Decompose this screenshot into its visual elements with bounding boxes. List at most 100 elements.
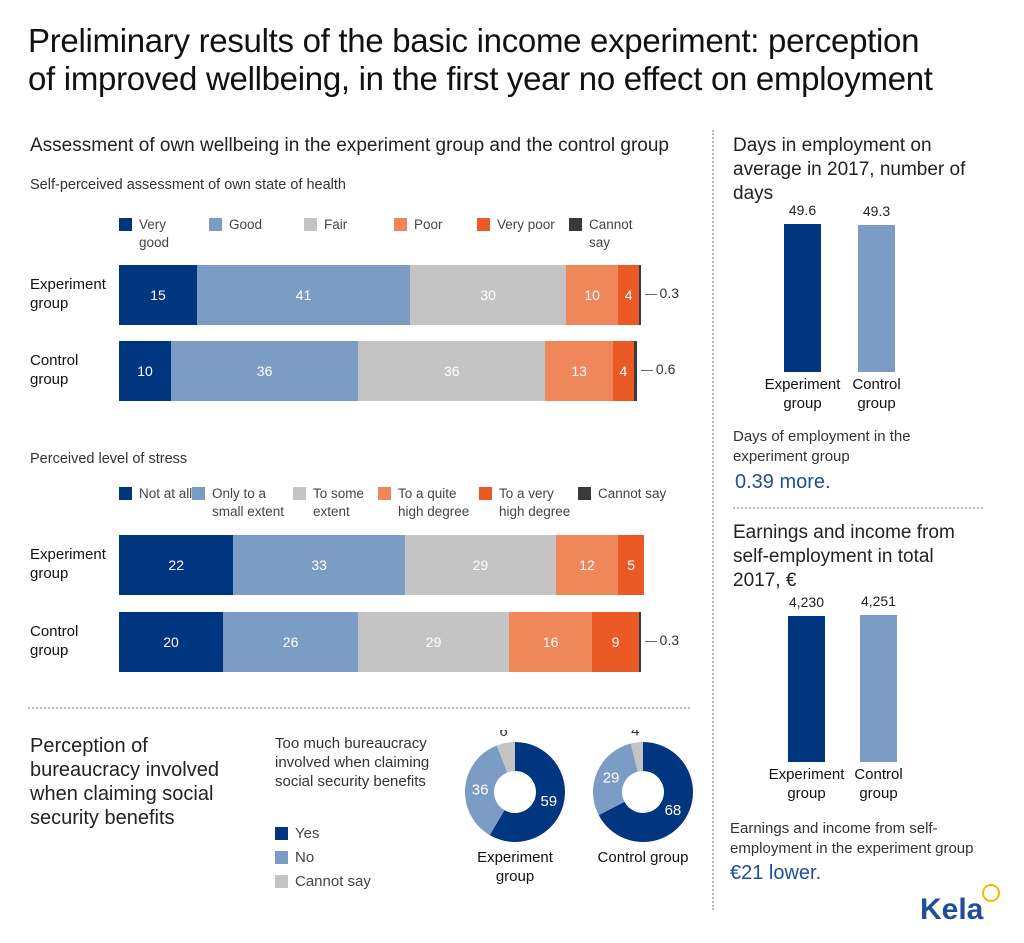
segment-value: 22 [168, 557, 184, 573]
stacked-bar: 20 26 29 16 9 [119, 612, 641, 672]
group-label: Experiment group [30, 546, 106, 582]
bureaucracy-chart-title: Too much bureaucracy involved when claim… [275, 735, 430, 790]
chart-subtitle: Perceived level of stress [30, 451, 188, 467]
title-line-2: of improved wellbeing, in the first year… [28, 60, 933, 97]
bar-segment: 36 [358, 341, 546, 401]
outside-value-label: 0.6 [655, 361, 676, 377]
legend-swatch [378, 487, 391, 500]
kela-logo: Kela [920, 893, 984, 926]
legend-item: Cannot say [578, 485, 678, 503]
segment-value: 4 [624, 287, 633, 303]
legend-swatch [394, 218, 407, 231]
legend-swatch [119, 487, 132, 500]
divider-right [733, 507, 983, 509]
segment-value: 16 [542, 634, 559, 650]
segment-value: 41 [295, 287, 312, 303]
earnings-title: Earnings and income from self-employment… [733, 522, 955, 591]
legend-item: To a very high degree [479, 485, 579, 521]
legend-item: Very poor [477, 216, 557, 234]
legend-item: Cannot say [569, 216, 649, 252]
bar-segment: 36 [171, 341, 359, 401]
segment-value: 29 [472, 557, 489, 573]
segment-value: 9 [611, 634, 620, 650]
bar [860, 615, 897, 762]
bar-value-label: 49.6 [788, 202, 817, 219]
bar-segment: 26 [223, 612, 359, 672]
legend-swatch [119, 218, 132, 231]
legend-swatch [275, 851, 288, 864]
leader-line [640, 370, 653, 371]
segment-value: 12 [579, 557, 595, 573]
donut-value-label: 68 [665, 802, 682, 819]
days-note: Days of employment in the experiment gro… [733, 428, 911, 465]
segment-value: 30 [480, 287, 496, 303]
legend-label: Very good [139, 217, 170, 250]
legend-label: Cannot say [295, 873, 371, 890]
segment-value: 36 [443, 363, 460, 379]
outside-value-label: 0.3 [659, 632, 680, 648]
bar-segment: 10 [566, 265, 619, 325]
legend-item: Fair [304, 216, 384, 234]
legend-item: Not at all [119, 485, 219, 503]
bar-category-label: Experiment group [764, 376, 841, 412]
legend-swatch [304, 218, 317, 231]
legend-item: Only to a small extent [192, 485, 292, 521]
donut-slice [496, 742, 515, 773]
legend-label: Only to a small extent [212, 486, 285, 519]
legend-swatch [569, 218, 582, 231]
legend-label: Yes [295, 825, 320, 842]
legend-label: Cannot say [589, 217, 633, 250]
bar-value-label: 4,251 [860, 593, 897, 609]
donut-slice [489, 742, 565, 842]
segment-value: 4 [619, 363, 628, 379]
bar-value-label: 49.3 [862, 203, 891, 220]
bar-segment [633, 341, 637, 401]
donut-slice [598, 742, 693, 842]
bar-segment: 41 [197, 265, 411, 325]
bar-category-label: Control group [852, 376, 901, 412]
bar [788, 615, 825, 762]
donut-value-label: 29 [603, 770, 620, 787]
segment-value: 15 [150, 287, 166, 303]
legend-label: Fair [324, 217, 348, 232]
legend-label: No [295, 849, 315, 866]
legend-swatch [192, 487, 205, 500]
bar-segment: 20 [119, 612, 223, 672]
legend-label: To a quite high degree [398, 486, 470, 519]
legend-item: To some extent [293, 485, 393, 521]
donut-value-label: 4 [631, 730, 639, 739]
divider-vertical [712, 130, 714, 910]
donut-value-label: 6 [499, 730, 507, 740]
bar-segment: 29 [358, 612, 509, 672]
bar-segment: 4 [612, 341, 634, 401]
bureaucracy-legend: Yes No Cannot say [275, 825, 371, 897]
leader-line [644, 294, 657, 295]
donut-slice [593, 743, 638, 816]
legend-swatch [293, 487, 306, 500]
leader-line [644, 641, 657, 642]
bar-segment: 5 [618, 535, 645, 595]
outside-value-label: 0.3 [659, 285, 680, 301]
legend-swatch [479, 487, 492, 500]
earnings-note: Earnings and income from self-employment… [730, 820, 974, 857]
donut-group-label: Experiment group [477, 849, 553, 885]
bar-segment: 10 [119, 341, 171, 401]
legend-label: To a very high degree [499, 486, 571, 519]
segment-value: 26 [282, 634, 299, 650]
earnings-highlight: €21 lower. [730, 862, 822, 884]
divider-horizontal [28, 707, 690, 709]
bar-segment: 4 [618, 265, 639, 325]
days-highlight: 0.39 more. [735, 471, 831, 493]
donut-slice [630, 742, 643, 772]
legend-label: Cannot say [598, 486, 667, 501]
segment-value: 20 [163, 634, 179, 650]
bar-segment: 16 [508, 612, 593, 672]
bar-segment: 22 [119, 535, 234, 595]
bureaucracy-heading: Perception of bureaucracy involved when … [30, 735, 219, 829]
group-label: Experiment group [30, 276, 106, 312]
legend-item: Poor [394, 216, 474, 234]
wellbeing-heading: Assessment of own wellbeing in the exper… [30, 135, 669, 156]
legend-swatch [209, 218, 222, 231]
donut-value-label: 59 [540, 793, 557, 810]
